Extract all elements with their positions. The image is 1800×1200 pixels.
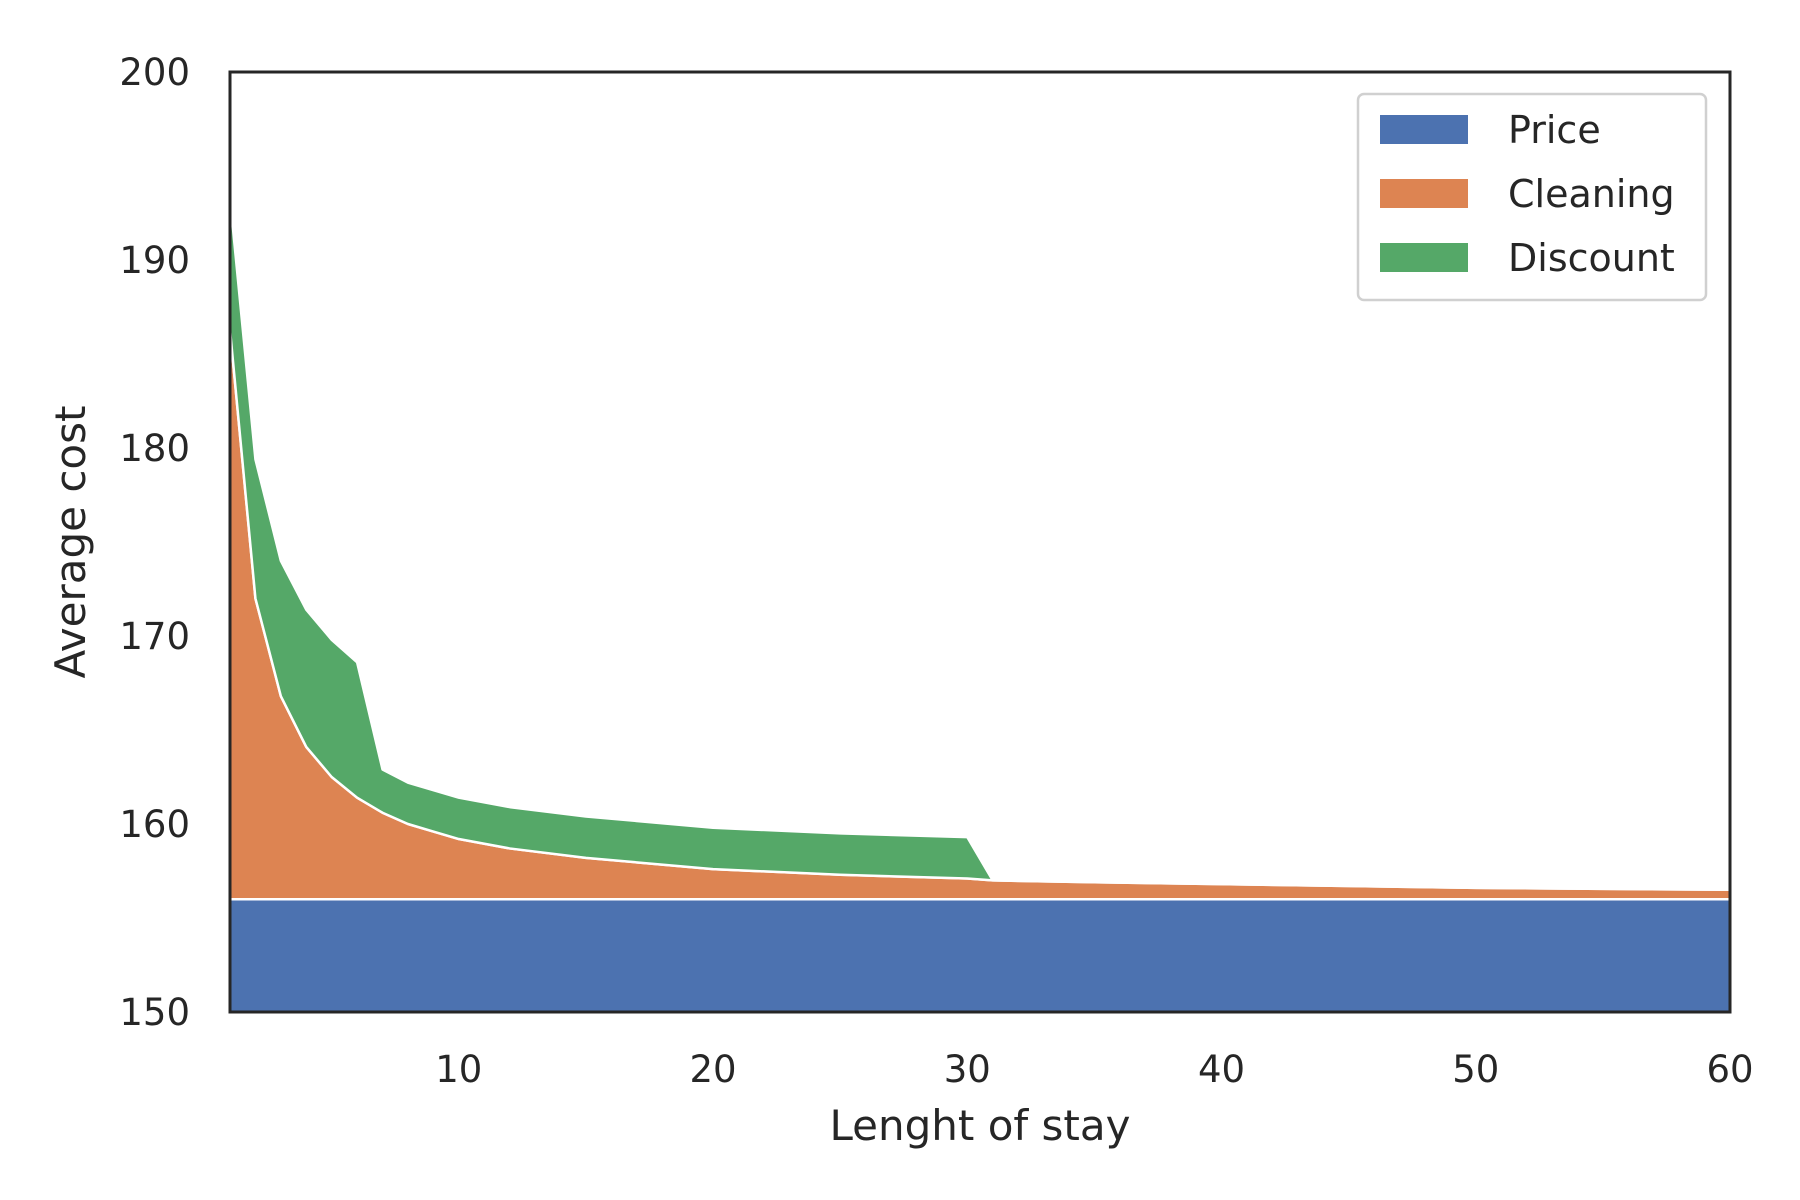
x-tick-label: 50 [1452,1048,1499,1091]
y-tick-label: 160 [119,803,190,846]
legend-swatch-price [1380,115,1468,144]
area-price [228,897,1732,1014]
legend-swatch-discount [1380,243,1468,272]
x-tick-label: 10 [435,1048,482,1091]
y-tick-label: 170 [119,615,190,658]
y-tick-label: 190 [119,239,190,282]
x-tick-label: 40 [1198,1048,1245,1091]
x-axis-ticks: 10 20 30 40 50 60 [435,1048,1753,1091]
area-discount [228,196,1732,892]
y-axis-ticks: 150 160 170 180 190 200 [119,51,190,1034]
y-tick-label: 200 [119,51,190,94]
x-axis-title: Lenght of stay [830,1101,1131,1150]
plot-frame [228,70,1732,1014]
y-tick-label: 150 [119,991,190,1034]
y-axis-title: Average cost [46,406,95,679]
legend-swatch-cleaning [1380,179,1468,208]
x-tick-label: 60 [1706,1048,1753,1091]
legend: Price Cleaning Discount [1356,92,1708,302]
legend-label-discount: Discount [1508,236,1675,280]
legend-label-cleaning: Cleaning [1508,172,1675,216]
x-tick-label: 20 [690,1048,737,1091]
legend-label-price: Price [1508,108,1601,152]
y-tick-label: 180 [119,427,190,470]
x-tick-label: 30 [944,1048,991,1091]
